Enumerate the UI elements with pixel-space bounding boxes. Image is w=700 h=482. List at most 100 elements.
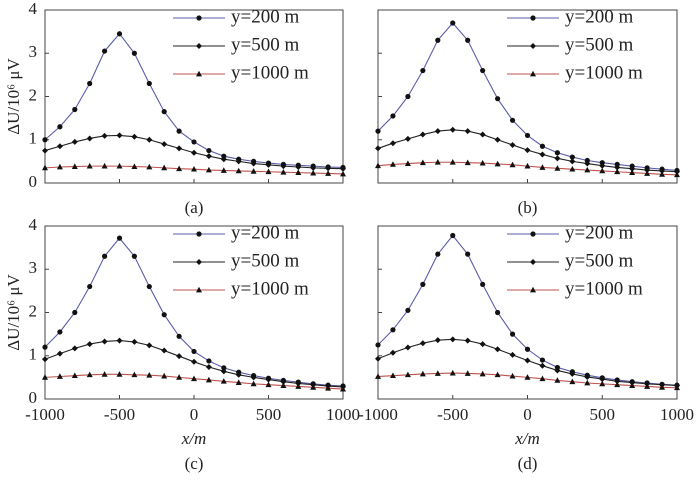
legend-marker [196,231,202,237]
marker [584,157,590,164]
marker [221,153,227,159]
x-tick-label: 500 [256,405,282,424]
legend-label: y=200 m [231,6,299,27]
marker [340,385,346,392]
marker [116,371,123,377]
x-axis-label: x/m [514,429,540,448]
marker [375,145,381,152]
marker [205,166,212,173]
marker [584,373,591,380]
marker [494,136,501,143]
marker [340,165,346,172]
y-tick-label: 2 [29,301,38,320]
marker [599,376,606,383]
marker [464,159,471,166]
marker [265,381,272,388]
marker [509,141,516,148]
legend-label: y=1000 m [565,62,643,83]
marker [554,155,561,162]
marker [295,163,302,170]
x-tick-label: 0 [523,405,532,424]
legend-label: y=500 m [231,34,299,55]
marker [131,163,138,169]
marker [42,374,48,380]
marker [176,128,182,134]
legend-label: y=1000 m [231,62,309,83]
marker [72,309,78,316]
marker [389,140,396,147]
marker [191,139,197,145]
marker [524,346,531,352]
legend-label: y=500 m [565,250,633,271]
x-tick-label: 500 [590,405,616,424]
marker [554,165,561,171]
marker [390,327,396,333]
marker [131,371,138,378]
marker [524,132,531,139]
legend-label: y=1000 m [565,278,643,299]
marker [614,161,620,168]
marker [569,165,576,172]
marker [389,161,396,167]
legend-label: y=1000 m [231,278,309,299]
marker [479,131,486,138]
marker [644,383,651,389]
marker [265,168,272,175]
legend-marker [530,70,536,77]
x-tick-label: -1000 [358,405,398,424]
marker [265,161,272,168]
x-tick-label: 1000 [326,405,360,424]
marker [479,341,486,348]
marker [146,136,153,143]
marker [235,379,242,385]
marker [465,37,471,43]
marker [375,355,381,362]
marker [191,375,197,382]
marker [480,67,486,74]
marker [434,337,441,344]
legend-label: y=500 m [565,34,633,55]
marker [599,380,606,387]
marker [42,147,48,154]
marker [539,357,546,363]
marker [280,378,287,385]
legend-marker [196,15,202,21]
panel-label: (a) [185,198,204,217]
marker [161,141,168,148]
marker [614,378,621,385]
marker [131,50,137,56]
marker [87,283,93,290]
marker [235,158,242,165]
legend-marker [530,259,536,265]
y-tick-label: 0 [29,388,38,407]
marker [102,48,108,54]
marker [449,126,456,133]
marker [71,372,78,379]
marker [509,372,516,379]
marker [206,147,212,154]
marker [161,109,167,115]
marker [375,342,381,348]
marker [674,384,680,391]
marker [524,357,531,364]
marker [629,382,636,388]
marker [56,163,63,170]
marker [614,381,621,388]
marker [375,373,381,379]
marker [295,169,302,176]
marker [584,166,591,173]
legend-marker [530,286,536,293]
marker [464,370,471,376]
marker [494,371,501,378]
marker [131,253,137,259]
marker [389,349,396,356]
x-tick-label: 1000 [660,405,694,424]
panel-label: (c) [185,454,204,473]
marker [191,149,197,156]
marker [116,132,123,139]
marker [554,377,561,383]
marker [146,163,153,170]
marker [146,80,152,87]
